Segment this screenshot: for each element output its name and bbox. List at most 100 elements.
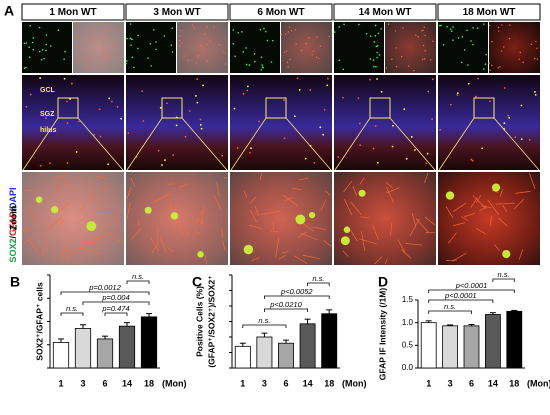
cell-speck xyxy=(107,163,110,166)
cell-speck xyxy=(509,24,511,26)
cell-speck xyxy=(380,28,382,30)
cell-speck xyxy=(77,45,80,48)
cell-speck xyxy=(530,43,533,46)
sig-bracket xyxy=(126,280,150,284)
bar xyxy=(485,314,501,369)
cell-speck xyxy=(175,124,178,127)
process xyxy=(78,246,86,250)
cell-speck xyxy=(450,30,453,32)
column-header-box xyxy=(229,3,333,21)
cell-speck xyxy=(152,29,155,31)
cell-speck xyxy=(482,23,485,25)
cell-speck xyxy=(318,57,320,60)
cell-speck xyxy=(253,52,256,55)
cell-speck xyxy=(171,27,174,29)
micrograph xyxy=(126,75,228,170)
cell-speck xyxy=(498,30,500,32)
process xyxy=(168,200,172,209)
process xyxy=(24,189,35,192)
cell-speck xyxy=(528,138,531,141)
process xyxy=(275,237,280,258)
inset-box xyxy=(369,97,391,119)
cell-speck xyxy=(49,45,52,47)
process xyxy=(385,182,393,189)
cell-speck xyxy=(29,93,32,96)
cell-speck xyxy=(99,135,102,138)
cell-speck xyxy=(242,93,245,95)
cell-speck xyxy=(25,105,28,108)
zoom-line xyxy=(438,117,475,171)
label-sep: / xyxy=(8,236,18,239)
cell-speck xyxy=(104,29,106,32)
cell-speck xyxy=(424,34,426,37)
cell-speck xyxy=(369,58,372,60)
label-gfap: GFAP xyxy=(8,211,18,236)
cell-speck xyxy=(77,34,80,37)
label-sox2: SOX2 xyxy=(8,239,18,263)
y-axis-title: Positive Cells (%) xyxy=(194,286,204,357)
cell-speck xyxy=(285,33,287,35)
cell-speck xyxy=(184,135,187,138)
process xyxy=(294,255,308,265)
process xyxy=(361,231,366,251)
y-tick-label: 1.5 xyxy=(402,295,414,304)
cell-speck xyxy=(263,27,265,30)
cell-speck xyxy=(147,57,149,59)
cell-speck xyxy=(125,62,127,65)
cell-speck xyxy=(471,159,474,162)
process xyxy=(298,177,309,181)
cell-speck xyxy=(178,39,181,42)
label-sep: / xyxy=(8,208,18,211)
cell-speck xyxy=(460,61,463,64)
process xyxy=(282,194,298,207)
y-axis-title: SOX2⁺/GFAP⁺ cells xyxy=(34,282,44,361)
cell-speck xyxy=(246,85,249,88)
cell-speck xyxy=(414,149,416,151)
cell-speck xyxy=(206,26,208,28)
cell-speck xyxy=(497,67,499,69)
cell-speck xyxy=(196,78,199,81)
cell-speck xyxy=(333,31,336,33)
cell-speck xyxy=(193,27,195,29)
cell-speck xyxy=(283,137,286,140)
cell-speck xyxy=(328,35,330,38)
process xyxy=(445,206,454,218)
process xyxy=(411,212,417,227)
cell-speck xyxy=(358,122,361,125)
cell-speck xyxy=(105,36,107,38)
cell-speck xyxy=(467,64,469,66)
cell-speck xyxy=(294,29,297,31)
sig-label: n.s. xyxy=(66,304,78,313)
cell-speck xyxy=(195,62,197,64)
cell-speck xyxy=(141,90,143,92)
y-tick-label: 1.0 xyxy=(402,318,414,327)
bar xyxy=(74,328,92,369)
process xyxy=(28,208,36,224)
process xyxy=(282,251,289,254)
cell-speck xyxy=(284,51,286,54)
cell-speck xyxy=(70,82,73,85)
cell-body xyxy=(343,226,351,233)
bar xyxy=(506,310,523,369)
micrograph xyxy=(22,22,72,73)
cell-speck xyxy=(395,65,398,68)
cell-speck xyxy=(179,35,181,37)
cell-speck xyxy=(245,63,248,66)
process xyxy=(250,209,257,223)
bar xyxy=(420,322,437,369)
cell-speck xyxy=(514,136,517,139)
column-header-box xyxy=(125,3,229,21)
cell-speck xyxy=(133,66,135,69)
cell-speck xyxy=(188,110,191,112)
cell-speck xyxy=(199,118,202,121)
panel-letter: A xyxy=(4,3,14,19)
cell-speck xyxy=(440,24,442,27)
process xyxy=(41,238,49,257)
cell-speck xyxy=(489,100,491,103)
cell-speck xyxy=(78,60,80,62)
process xyxy=(58,202,70,212)
x-axis-unit: (Mon) xyxy=(527,378,550,388)
cell-speck xyxy=(221,154,224,157)
micrograph xyxy=(281,22,332,73)
cell-body xyxy=(50,206,59,214)
